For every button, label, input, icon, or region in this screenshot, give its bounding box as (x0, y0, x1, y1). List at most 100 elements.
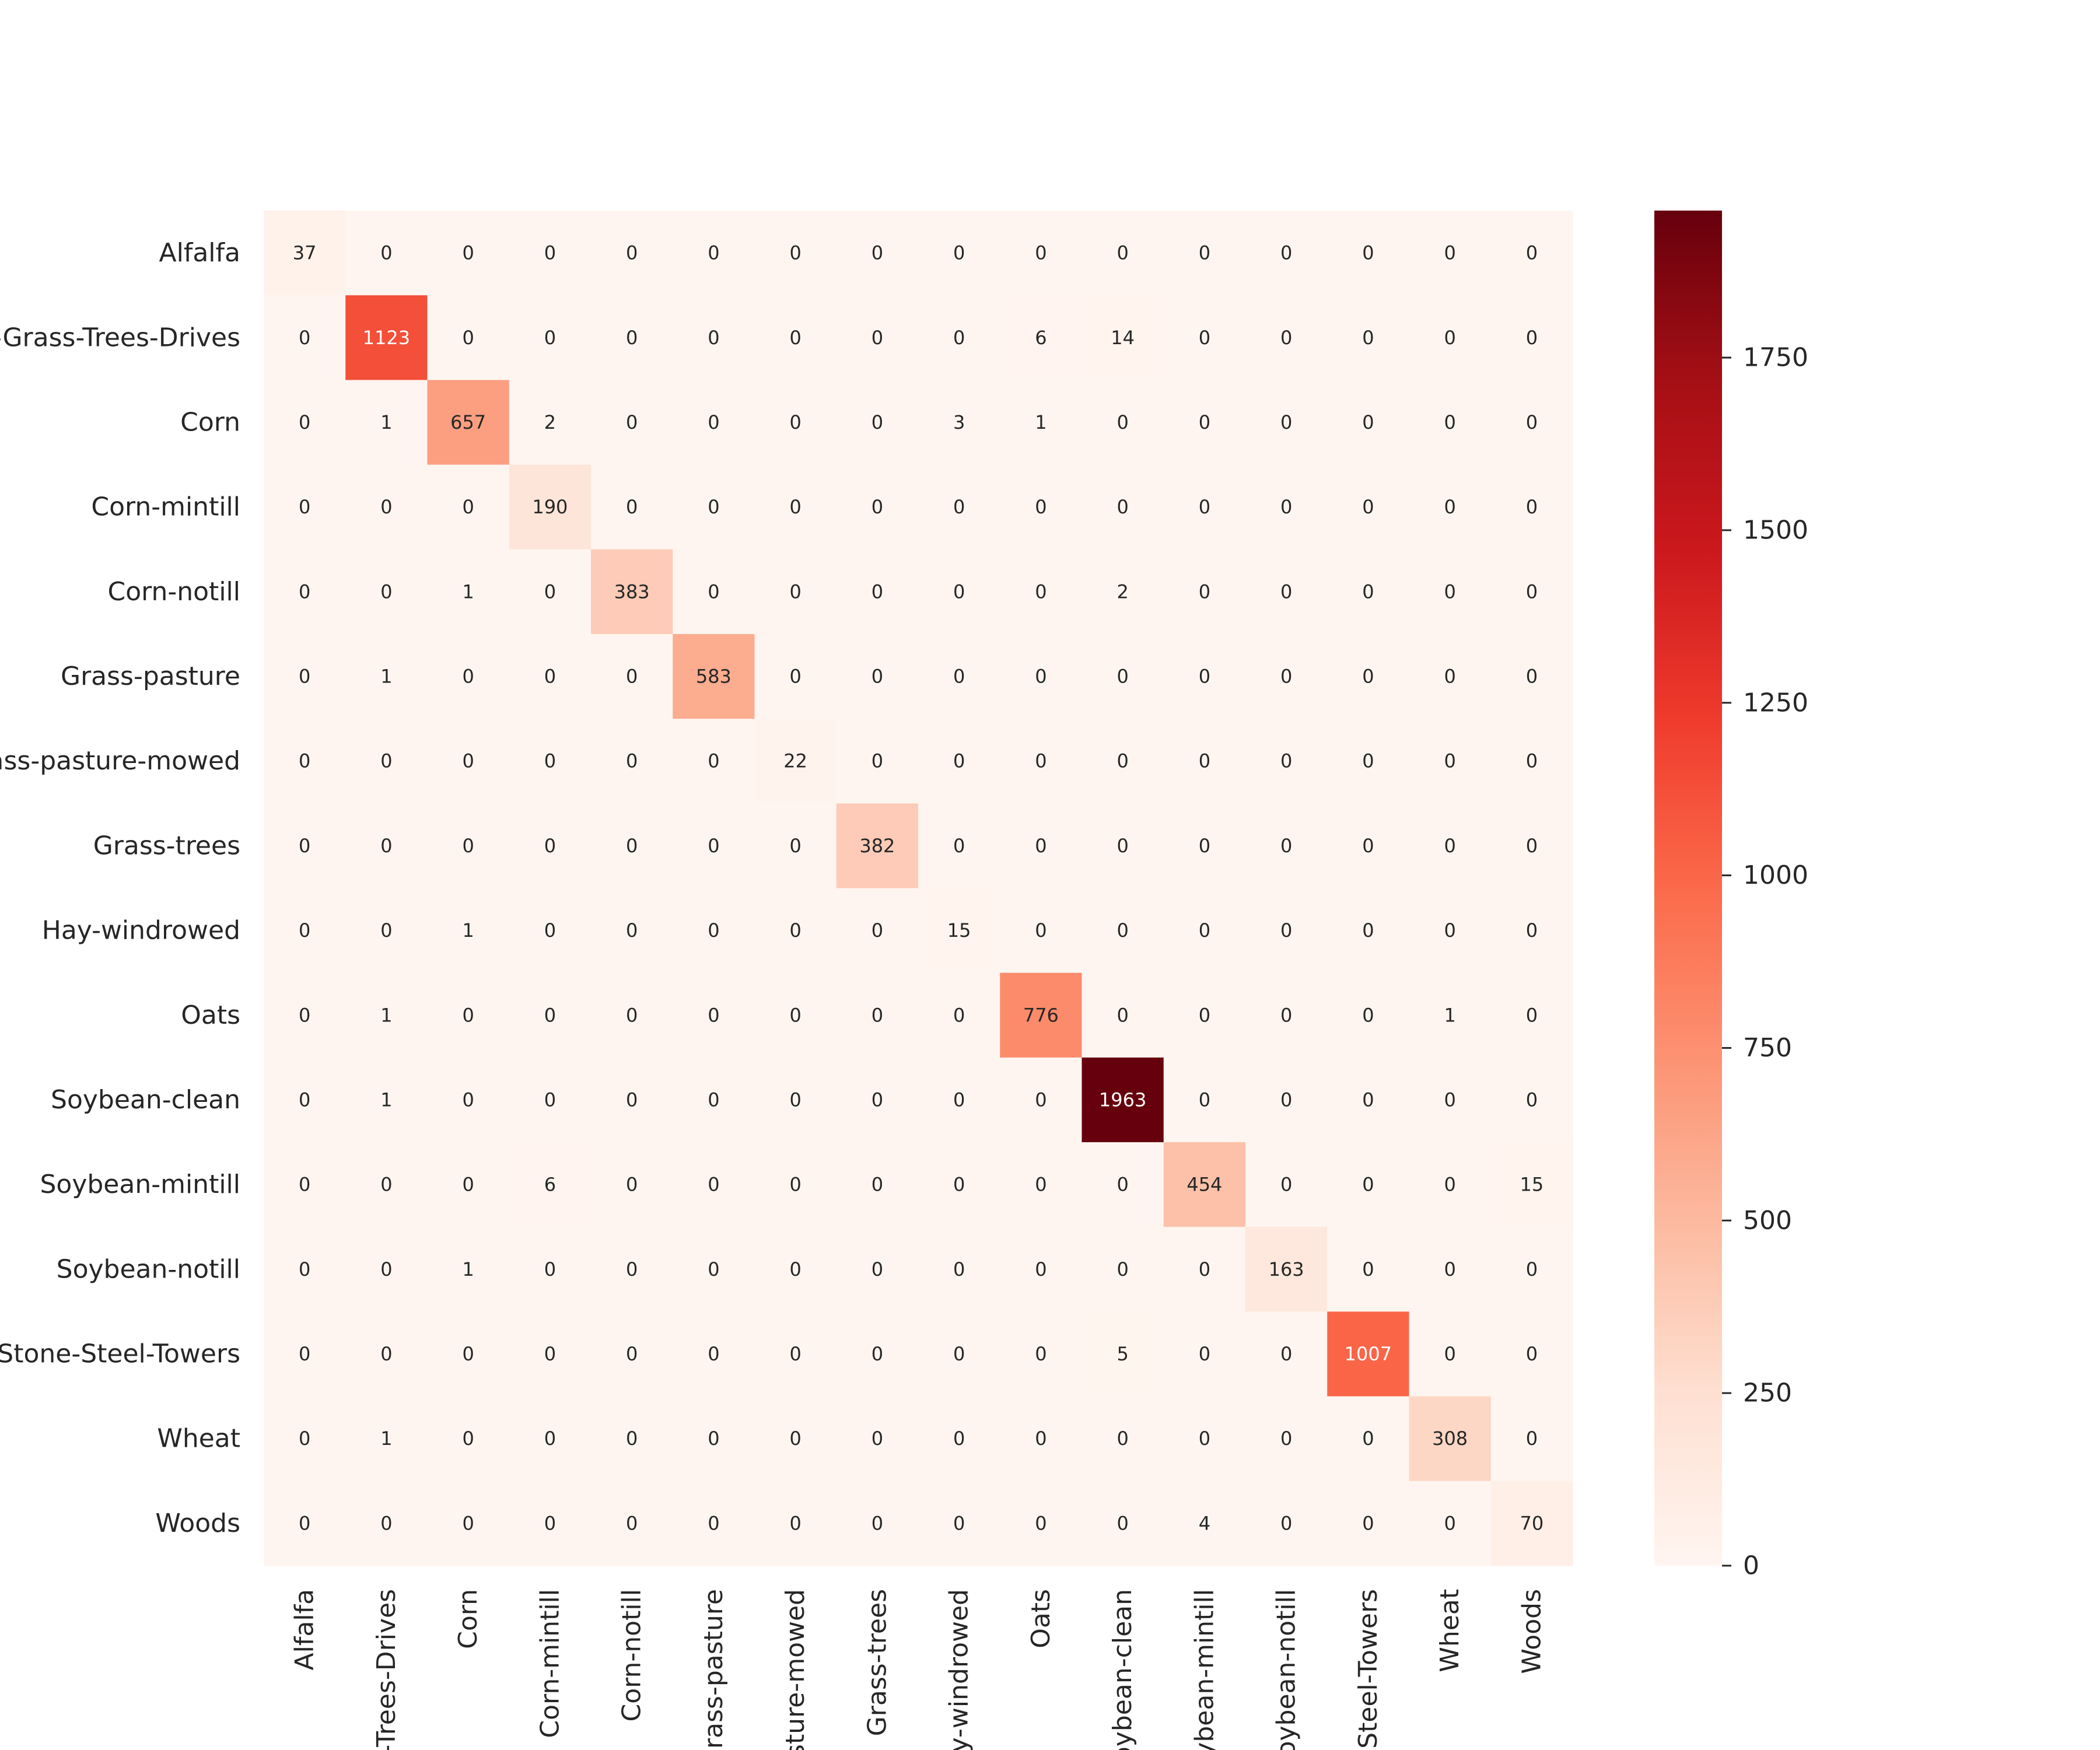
heatmap-cell (1245, 719, 1328, 804)
heatmap-cell (1490, 1227, 1573, 1312)
heatmap-cell (754, 1057, 837, 1143)
heatmap-cell (345, 719, 428, 804)
cell-value-label: 1 (380, 666, 392, 688)
column-label: Soybean-notill (1272, 1589, 1301, 1750)
heatmap-cell (345, 1227, 428, 1312)
cell-value-label: 0 (1362, 496, 1374, 518)
cell-value-label: 0 (299, 411, 310, 433)
cell-value-label: 0 (1444, 411, 1455, 433)
cell-value-label: 3 (953, 411, 965, 433)
heatmap-cell (1409, 295, 1492, 380)
heatmap-cell (591, 295, 673, 380)
cell-value-label: 0 (953, 580, 965, 603)
cell-value-label: 0 (1362, 1004, 1374, 1026)
cell-value-label: 0 (1199, 666, 1210, 688)
row-label: Soybean-clean (51, 1085, 240, 1115)
heatmap-cell (1409, 719, 1492, 804)
cell-value-label: 0 (708, 1004, 719, 1026)
heatmap-cell (1327, 1396, 1410, 1482)
cell-value-label: 0 (708, 919, 719, 942)
heatmap-cell (345, 1311, 428, 1397)
cell-value-label: 0 (789, 1088, 801, 1111)
heatmap-cell (673, 803, 755, 889)
cell-value-label: 0 (626, 496, 638, 518)
heatmap-cell (1409, 1227, 1492, 1312)
heatmap-cell (264, 295, 346, 380)
row-label: Corn (180, 407, 240, 437)
heatmap-cell (754, 1396, 837, 1482)
heatmap-cell (836, 464, 919, 550)
cell-value-label: 0 (1035, 1427, 1046, 1450)
cell-value-label: 0 (1280, 1174, 1292, 1196)
cell-value-label: 0 (1362, 1512, 1374, 1534)
heatmap-cell (1082, 1057, 1164, 1143)
heatmap-cell (1409, 803, 1492, 889)
cell-value-label: 0 (1280, 411, 1292, 433)
heatmap-cell (836, 719, 919, 804)
heatmap-cell (673, 549, 755, 635)
cell-value-label: 0 (708, 1174, 719, 1196)
cell-value-label: 0 (789, 1512, 801, 1534)
cell-value-label: 0 (626, 1004, 638, 1026)
cell-value-label: 0 (789, 1004, 801, 1026)
heatmap-cell (509, 295, 592, 380)
cell-value-label: 0 (626, 919, 638, 942)
heatmap-cell (1409, 634, 1492, 719)
column-label: Corn-notill (617, 1589, 647, 1721)
cell-value-label: 0 (953, 1174, 965, 1196)
cell-value-label: 454 (1186, 1174, 1222, 1196)
cell-value-label: 0 (626, 1343, 638, 1365)
cell-value-label: 0 (1280, 1343, 1292, 1365)
heatmap-cell (345, 634, 428, 719)
row-label: Soybean-notill (57, 1254, 240, 1284)
row-label: Corn-mintill (91, 492, 240, 522)
heatmap-cell (1490, 295, 1573, 380)
cell-value-label: 0 (1444, 1512, 1455, 1534)
colorbar-ticks: 0 250 500 750 1000 1250 1500 1750 (1722, 343, 1808, 1581)
cell-value-label: 0 (708, 496, 719, 518)
heatmap-cell (673, 972, 755, 1058)
cell-value-label: 0 (1280, 1427, 1292, 1450)
cell-value-label: 0 (1035, 1258, 1046, 1280)
heatmap-cell (509, 803, 592, 889)
cell-value-label: 583 (696, 666, 732, 688)
cell-value-label: 0 (789, 242, 801, 264)
cell-value-label: 0 (1362, 1427, 1374, 1450)
heatmap-cell (1082, 549, 1164, 635)
cell-value-label: 0 (1199, 1427, 1210, 1450)
heatmap-cell-values: 37 0 0 0 0 0 0 0 0 0 0 0 0 0 0 00 1123 0 0 0 0 0 0 0 6 14 0 0 0 0 00 1 6… (293, 242, 1544, 1535)
cell-value-label: 0 (872, 919, 883, 942)
heatmap-cell (918, 380, 1000, 466)
cell-value-label: 0 (708, 327, 719, 349)
cell-value-label: 0 (462, 1512, 474, 1534)
heatmap-cell (509, 1227, 592, 1312)
heatmap-cell (1245, 211, 1328, 296)
heatmap-cell (1245, 1396, 1328, 1482)
cell-value-label: 0 (872, 1004, 883, 1026)
heatmap-cell (1245, 380, 1328, 466)
cell-value-label: 0 (1280, 666, 1292, 688)
cell-value-label: 163 (1269, 1258, 1304, 1280)
heatmap-cell (1000, 1142, 1083, 1227)
heatmap-cell (1082, 888, 1164, 974)
heatmap-cell (264, 380, 346, 466)
heatmap-cells (264, 211, 1573, 1566)
cell-value-label: 0 (1035, 919, 1046, 942)
heatmap-cell (427, 1311, 510, 1397)
heatmap-cell (1000, 1396, 1083, 1482)
heatmap-cell (1245, 634, 1328, 719)
heatmap-cell (1000, 1480, 1083, 1566)
cell-value-label: 0 (1362, 242, 1374, 264)
cell-value-label: 0 (544, 835, 556, 857)
heatmap-cell (591, 1142, 673, 1227)
heatmap-cell (591, 549, 673, 635)
cell-value-label: 0 (953, 1427, 965, 1450)
heatmap-cell (1163, 1227, 1246, 1312)
row-label: Corn-notill (108, 577, 240, 607)
heatmap-cell (591, 634, 673, 719)
cell-value-label: 0 (1199, 1343, 1210, 1365)
cell-value-label: 14 (1111, 327, 1135, 349)
heatmap-cell (1082, 295, 1164, 380)
row-label: Wheat (157, 1424, 240, 1454)
cell-value-label: 0 (1362, 580, 1374, 603)
